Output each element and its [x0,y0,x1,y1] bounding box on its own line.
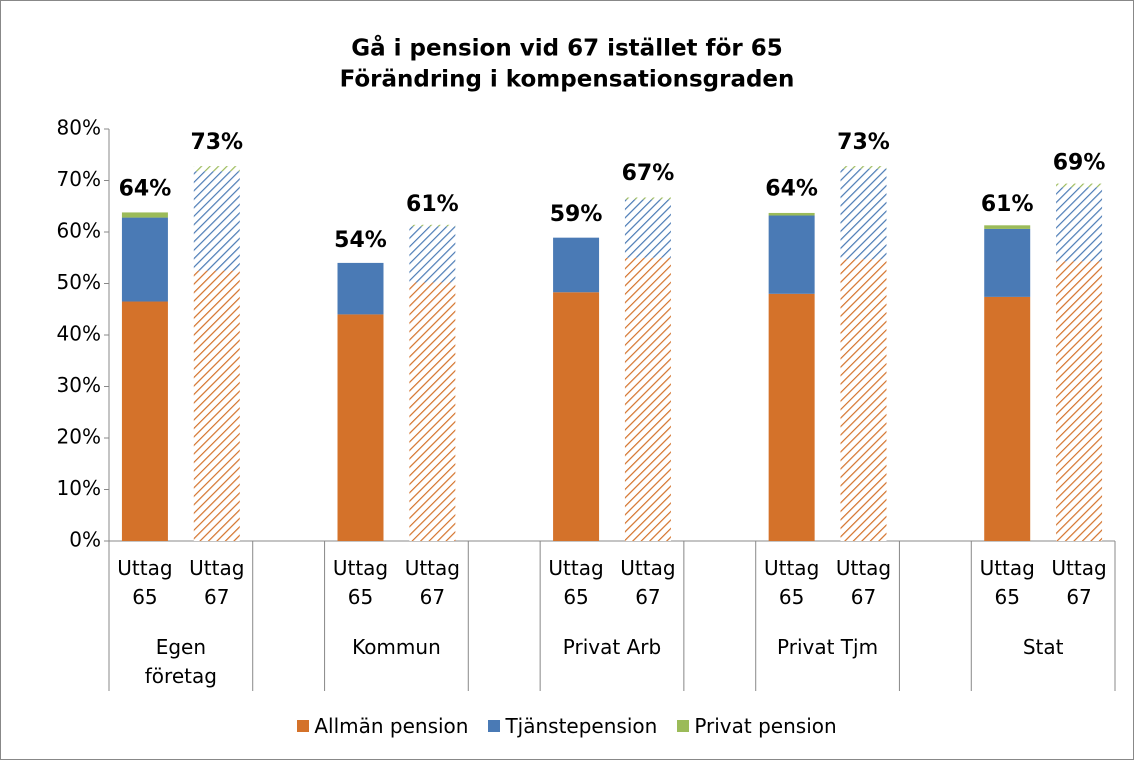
total-label: 59% [550,202,603,227]
bar-segment [1056,183,1103,188]
bar-segment [121,301,168,541]
y-tick-label: 10% [57,476,101,500]
y-tick-label: 70% [57,167,101,191]
legend: Allmän pension Tjänstepension Privat pensi… [1,714,1133,738]
bar-segment [121,212,168,218]
group-label: Egen företag [144,635,217,688]
x-tick-label: Uttag 67 [1051,556,1107,609]
y-tick-label: 40% [57,322,101,346]
group-label: Privat Arb [562,635,662,659]
bar-segment [193,270,240,541]
y-tick-label: 0% [69,528,101,552]
total-label: 69% [1053,151,1106,176]
bar-segment [840,168,887,260]
bar-segment [193,166,240,172]
x-tick-label: Uttag 65 [548,556,604,609]
total-label: 61% [406,192,459,217]
total-label: 73% [190,130,243,155]
group-label: Stat [1022,635,1064,659]
legend-label: Allmän pension [314,714,469,738]
bar-segment [553,237,600,293]
bar-segment [409,282,456,541]
total-label: 54% [334,228,387,253]
legend-label: Tjänstepension [505,714,658,738]
bar-segment [840,259,887,541]
bar-segment [1056,261,1103,541]
x-tick-label: Uttag 67 [835,556,892,609]
bar-segment [624,199,671,258]
legend-swatch [677,720,690,732]
legend-item: Privat pension [677,714,837,738]
bar-segment [768,293,815,541]
y-tick-label: 60% [57,219,101,243]
x-tick-label: Uttag 67 [620,556,676,609]
bar-segment [121,217,168,302]
total-label: 73% [837,130,890,155]
bar-segment [984,296,1031,541]
legend-item: Tjänstepension [488,714,657,738]
legend-item: Allmän pension [297,714,468,738]
legend-label: Privat pension [694,714,837,738]
bar-segment [337,262,384,315]
x-tick-label: Uttag 65 [117,556,173,609]
x-tick-label: Uttag 67 [404,556,460,609]
bar-segment [193,171,240,271]
bar-segment [553,292,600,541]
bar-segment [984,228,1031,297]
bar-segment [840,166,887,169]
x-tick-label: Uttag 65 [979,556,1035,609]
bar-segment [409,226,456,283]
x-tick-label: Uttag 67 [189,556,245,609]
y-tick-label: 30% [57,373,101,397]
bar-segment [984,225,1031,229]
total-label: 64% [765,176,818,201]
bar-segment [337,314,384,541]
group-label: Privat Tjm [777,635,879,659]
bar-segment [1056,187,1103,262]
bar-segment [409,224,456,227]
total-label: 61% [981,192,1034,217]
y-tick-label: 80% [57,116,101,140]
legend-swatch [488,720,501,732]
x-tick-label: Uttag 65 [763,556,820,609]
total-label: 67% [622,161,675,186]
chart-subtitle: Förändring i kompensationsgraden [340,67,795,93]
bar-segment [624,257,671,541]
bar-segment [768,212,815,216]
total-label: 64% [119,176,172,201]
y-tick-label: 20% [57,425,101,449]
legend-swatch [297,720,310,732]
bar-segment [624,197,671,200]
bar-segment [768,215,815,294]
y-tick-label: 50% [57,270,101,294]
chart-title: Gå i pension vid 67 istället för 65 [351,35,782,62]
group-label: Kommun [352,635,441,659]
x-tick-label: Uttag 65 [332,556,389,609]
